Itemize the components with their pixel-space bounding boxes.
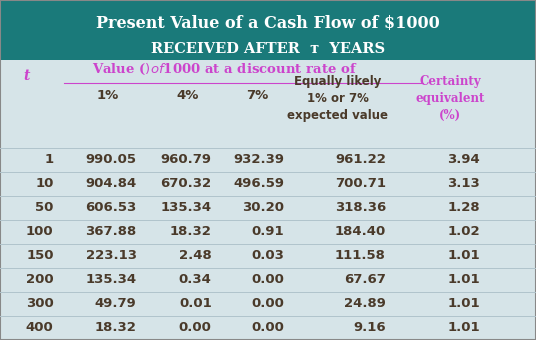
Text: Value ($) of $1000 at a discount rate of: Value ($) of $1000 at a discount rate of [92,62,358,77]
Text: 50: 50 [35,201,54,215]
Text: 0.00: 0.00 [251,322,284,335]
Text: 1.01: 1.01 [447,273,480,287]
Text: 1.01: 1.01 [447,250,480,262]
Text: 0.00: 0.00 [251,273,284,287]
Text: 2.48: 2.48 [179,250,212,262]
Text: 400: 400 [26,322,54,335]
Text: 990.05: 990.05 [86,153,137,166]
Text: 0.91: 0.91 [251,225,284,238]
Text: 3.13: 3.13 [447,177,480,190]
Text: 18.32: 18.32 [170,225,212,238]
Text: 318.36: 318.36 [334,201,386,215]
Text: 100: 100 [26,225,54,238]
Text: 135.34: 135.34 [161,201,212,215]
Text: 3.94: 3.94 [447,153,480,166]
Text: 1.01: 1.01 [447,322,480,335]
Text: t: t [24,69,30,84]
Text: 300: 300 [26,298,54,310]
Text: 111.58: 111.58 [335,250,386,262]
Text: 49.79: 49.79 [95,298,137,310]
Text: Certainty
equivalent
(%): Certainty equivalent (%) [415,75,485,122]
Text: 200: 200 [26,273,54,287]
Text: 960.79: 960.79 [161,153,212,166]
Text: 0.00: 0.00 [251,298,284,310]
Text: 0.03: 0.03 [251,250,284,262]
Text: 7%: 7% [246,89,269,102]
Text: 135.34: 135.34 [86,273,137,287]
Text: 1.28: 1.28 [447,201,480,215]
Text: 496.59: 496.59 [233,177,284,190]
Text: 700.71: 700.71 [335,177,386,190]
Text: 10: 10 [35,177,54,190]
Text: 606.53: 606.53 [85,201,137,215]
Text: 1.02: 1.02 [447,225,480,238]
Text: 367.88: 367.88 [85,225,137,238]
Text: 1%: 1% [96,89,118,102]
Text: 904.84: 904.84 [85,177,137,190]
Text: 223.13: 223.13 [86,250,137,262]
Text: 184.40: 184.40 [334,225,386,238]
Text: 1.01: 1.01 [447,298,480,310]
Text: RECEIVED AFTER  ᴛ  YEARS: RECEIVED AFTER ᴛ YEARS [151,42,385,56]
Text: 150: 150 [26,250,54,262]
Text: 18.32: 18.32 [95,322,137,335]
Text: Present Value of a Cash Flow of $1000: Present Value of a Cash Flow of $1000 [96,15,440,32]
Text: Equally likely
1% or 7%
expected value: Equally likely 1% or 7% expected value [287,75,388,122]
Text: 30.20: 30.20 [242,201,284,215]
FancyBboxPatch shape [0,0,536,59]
Text: 670.32: 670.32 [161,177,212,190]
Text: 961.22: 961.22 [335,153,386,166]
Text: 0.34: 0.34 [179,273,212,287]
Text: 0.00: 0.00 [179,322,212,335]
Text: 0.01: 0.01 [179,298,212,310]
Text: 4%: 4% [176,89,199,102]
Text: 9.16: 9.16 [353,322,386,335]
Text: 932.39: 932.39 [233,153,284,166]
Text: 67.67: 67.67 [344,273,386,287]
Text: 1: 1 [44,153,54,166]
Text: 24.89: 24.89 [344,298,386,310]
